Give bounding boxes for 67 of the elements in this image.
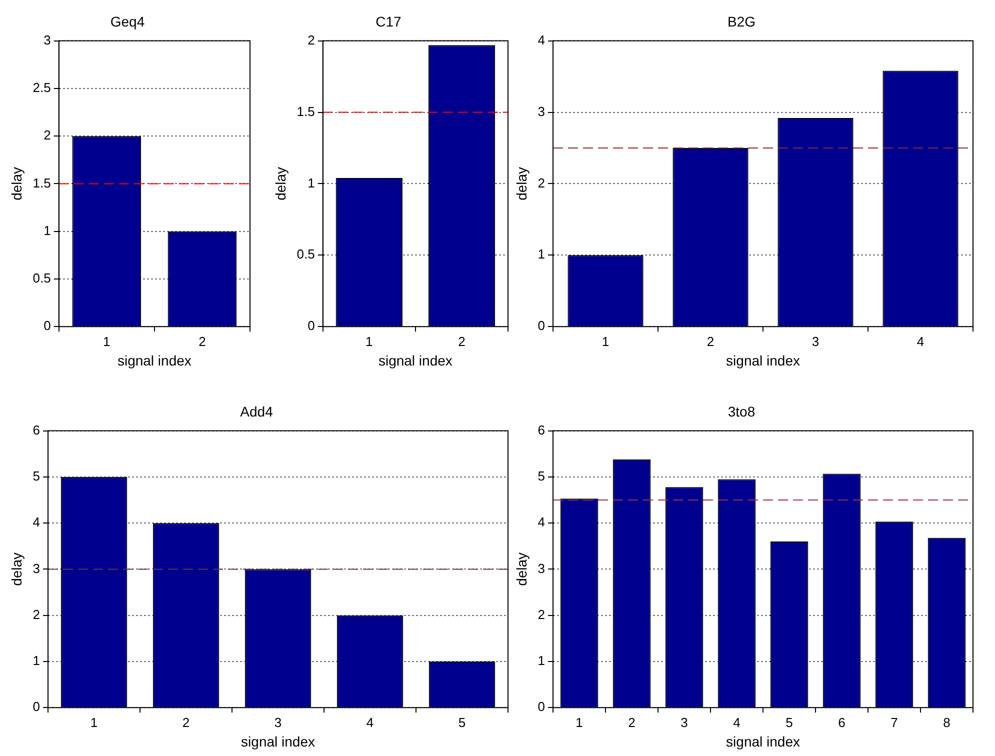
chart-title: B2G [727,13,756,30]
x-tick-label: 2 [458,334,466,349]
x-tick-label: 1 [602,334,610,349]
x-axis-title: signal index [241,733,315,750]
y-tick-label: 0 [538,699,546,714]
y-tick-label: 5 [538,468,546,484]
y-tick-label: 4 [538,514,546,530]
y-tick-label: 2 [32,606,40,622]
y-tick-label: 3 [32,560,40,576]
x-tick-label: 4 [733,714,740,730]
y-tick-label: 0 [308,318,315,334]
y-tick-label: 1 [44,222,51,238]
y-tick-label: 2.5 [32,80,51,96]
chart-title: 3to8 [728,403,756,420]
y-axis-title: delay [8,166,24,200]
x-axis-title: signal index [378,352,452,368]
y-tick-label: 0.5 [32,270,51,286]
y-tick-label: 6 [32,422,40,438]
y-axis-title: delay [272,166,288,200]
y-tick-label: 2 [538,606,546,622]
x-tick-label: 5 [786,714,793,730]
y-tick-label: 1 [32,653,40,668]
x-tick-label: 2 [706,334,714,349]
y-tick-label: 1 [308,175,315,190]
y-tick-label: 1.5 [296,104,315,119]
y-tick-label: 1 [538,653,546,668]
x-axis-title: signal index [117,352,192,368]
x-tick-label: 3 [274,714,282,730]
y-tick-label: 4 [538,32,546,48]
y-tick-label: 6 [538,422,546,438]
x-tick-label: 4 [366,714,374,730]
x-tick-label: 3 [680,714,688,730]
x-tick-label: 6 [838,714,846,730]
y-tick-label: 4 [32,514,40,530]
x-tick-label: 8 [943,714,950,730]
x-tick-label: 3 [812,334,820,349]
y-tick-label: 3 [44,32,51,48]
y-tick-label: 1.5 [32,175,51,190]
y-tick-label: 3 [538,560,546,576]
y-tick-label: 0 [32,699,40,714]
x-tick-label: 7 [890,714,898,730]
y-tick-label: 5 [32,468,40,484]
chart-title: C17 [376,13,402,30]
x-tick-label: 2 [182,714,190,730]
x-axis-title: signal index [726,352,800,368]
y-axis-title: delay [513,166,530,200]
y-tick-label: 2 [44,128,51,143]
x-tick-label: 1 [366,334,373,349]
x-tick-label: 4 [916,334,924,349]
x-tick-label: 2 [198,334,206,349]
x-tick-label: 1 [103,334,110,349]
x-tick-label: 1 [576,714,583,730]
x-axis-title: signal index [726,733,800,750]
chart-title: Geq4 [110,13,145,30]
y-tick-label: 0 [44,318,51,334]
x-tick-label: 1 [90,714,98,730]
y-axis-title: delay [8,552,24,586]
x-tick-label: 2 [628,714,636,730]
y-tick-label: 0 [538,318,546,334]
y-tick-label: 2 [308,32,315,48]
y-tick-label: 0.5 [296,246,315,262]
y-tick-label: 3 [538,104,546,119]
y-tick-label: 1 [538,246,546,262]
x-tick-label: 5 [458,714,466,730]
y-axis-title: delay [513,552,530,586]
y-tick-label: 2 [538,175,546,190]
chart-title: Add4 [240,403,274,420]
